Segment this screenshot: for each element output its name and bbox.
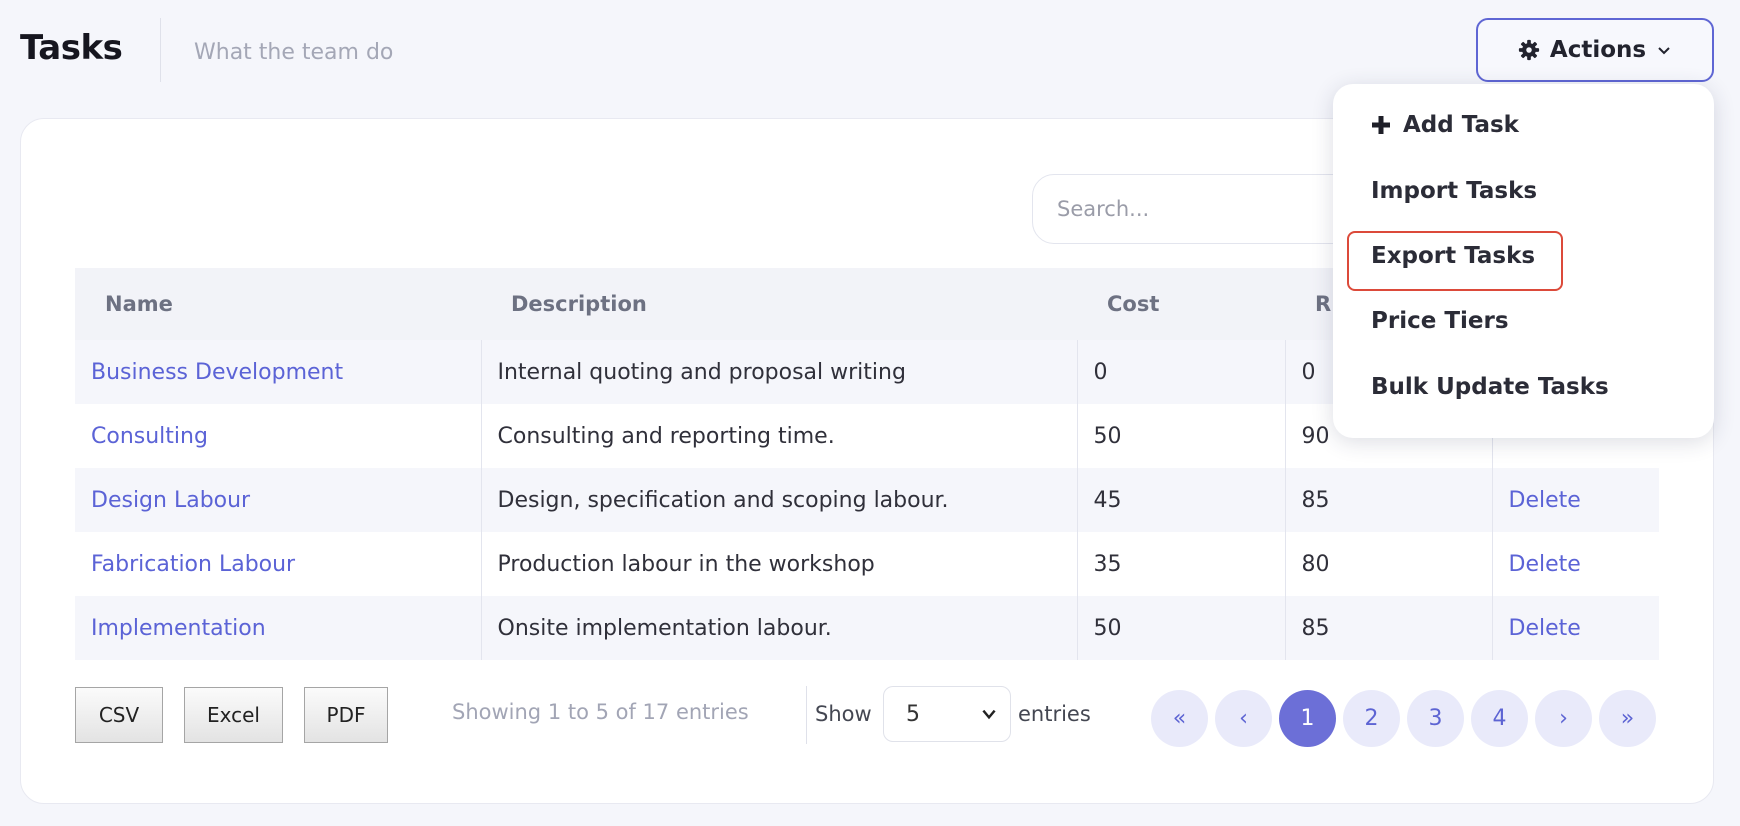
actions-button[interactable]: Actions (1476, 18, 1714, 82)
page-length-select[interactable]: 5 (883, 686, 1011, 742)
task-name-link[interactable]: Design Labour (91, 487, 251, 513)
page-subtitle: What the team do (194, 40, 394, 65)
chevron-down-icon (982, 709, 996, 720)
page-button-3[interactable]: 3 (1407, 690, 1464, 747)
delete-link[interactable]: Delete (1508, 551, 1581, 577)
actions-dropdown-menu: Add Task Import Tasks Export Tasks Price… (1333, 84, 1714, 438)
next-page-button[interactable]: › (1535, 690, 1592, 747)
title-divider (160, 18, 161, 82)
previous-page-button[interactable]: ‹ (1215, 690, 1272, 747)
pagination: « ‹ 1 2 3 4 › » (1151, 690, 1656, 747)
page-button-2[interactable]: 2 (1343, 690, 1400, 747)
page-length-value: 5 (906, 701, 920, 727)
column-header-cost[interactable]: Cost (1107, 292, 1160, 316)
task-description: Internal quoting and proposal writing (480, 340, 1077, 404)
task-cost: 50 (1076, 404, 1285, 468)
menu-item-import-tasks[interactable]: Import Tasks (1371, 178, 1538, 204)
delete-link[interactable]: Delete (1508, 487, 1581, 513)
table-row: Fabrication Labour Production labour in … (75, 532, 1659, 596)
first-page-button[interactable]: « (1151, 690, 1208, 747)
menu-item-label: Add Task (1403, 112, 1519, 138)
entries-label: entries (1018, 702, 1091, 726)
table-row: Implementation Onsite implementation lab… (75, 596, 1659, 660)
menu-item-export-tasks[interactable]: Export Tasks (1371, 243, 1536, 269)
task-rate: 85 (1284, 596, 1492, 660)
last-page-button[interactable]: » (1599, 690, 1656, 747)
show-label: Show (815, 702, 872, 726)
column-header-name[interactable]: Name (105, 292, 173, 316)
task-description: Onsite implementation labour. (480, 596, 1077, 660)
column-header-rate[interactable]: R (1315, 292, 1332, 316)
page-button-4[interactable]: 4 (1471, 690, 1528, 747)
task-rate: 85 (1284, 468, 1492, 532)
table-row: Design Labour Design, specification and … (75, 468, 1659, 532)
chevron-down-icon (1658, 47, 1670, 55)
task-cost: 50 (1076, 596, 1285, 660)
gear-icon (1518, 39, 1539, 61)
page-title: Tasks (20, 28, 123, 68)
task-name-link[interactable]: Implementation (91, 615, 266, 641)
export-tasks-highlight (1347, 231, 1563, 291)
entries-info: Showing 1 to 5 of 17 entries (452, 700, 749, 724)
plus-icon (1372, 116, 1390, 134)
task-description: Production labour in the workshop (480, 532, 1077, 596)
task-name-link[interactable]: Consulting (91, 423, 208, 449)
task-description: Consulting and reporting time. (480, 404, 1077, 468)
task-description: Design, specification and scoping labour… (480, 468, 1077, 532)
task-name-link[interactable]: Business Development (91, 359, 344, 385)
page-button-1[interactable]: 1 (1279, 690, 1336, 747)
delete-link[interactable]: Delete (1508, 615, 1581, 641)
pdf-button[interactable]: PDF (304, 687, 388, 743)
csv-button[interactable]: CSV (75, 687, 163, 743)
task-name-link[interactable]: Fabrication Labour (91, 551, 296, 577)
task-rate: 80 (1284, 532, 1492, 596)
column-header-description[interactable]: Description (511, 292, 647, 316)
actions-button-label: Actions (1549, 37, 1647, 63)
menu-item-price-tiers[interactable]: Price Tiers (1371, 308, 1509, 334)
task-cost: 35 (1076, 532, 1285, 596)
excel-button[interactable]: Excel (184, 687, 283, 743)
task-cost: 45 (1076, 468, 1285, 532)
task-cost: 0 (1076, 340, 1285, 404)
menu-item-bulk-update-tasks[interactable]: Bulk Update Tasks (1371, 374, 1609, 400)
menu-item-add-task[interactable]: Add Task (1371, 112, 1519, 138)
footer-divider (806, 686, 807, 744)
